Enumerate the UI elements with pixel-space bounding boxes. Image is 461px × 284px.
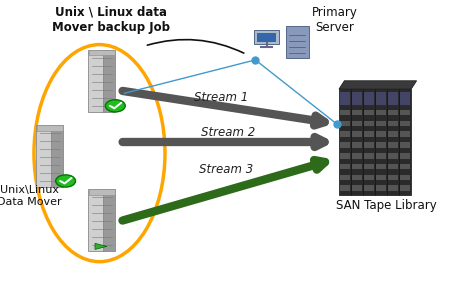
FancyBboxPatch shape [36,125,53,187]
FancyBboxPatch shape [364,153,374,159]
FancyBboxPatch shape [352,92,362,105]
FancyBboxPatch shape [400,153,410,159]
FancyBboxPatch shape [103,50,115,112]
FancyBboxPatch shape [364,131,374,137]
FancyBboxPatch shape [388,185,398,191]
FancyBboxPatch shape [89,189,115,195]
FancyBboxPatch shape [89,189,105,251]
FancyBboxPatch shape [352,175,362,180]
FancyBboxPatch shape [340,153,350,159]
FancyBboxPatch shape [340,164,350,170]
FancyBboxPatch shape [352,121,362,126]
FancyBboxPatch shape [388,164,398,170]
FancyBboxPatch shape [376,142,386,148]
Circle shape [56,175,76,187]
FancyBboxPatch shape [352,142,362,148]
FancyBboxPatch shape [340,92,350,105]
FancyBboxPatch shape [351,89,363,195]
FancyBboxPatch shape [400,185,410,191]
FancyBboxPatch shape [364,121,374,126]
FancyBboxPatch shape [388,131,398,137]
FancyBboxPatch shape [376,164,386,170]
FancyBboxPatch shape [400,121,410,126]
FancyBboxPatch shape [103,189,115,251]
Text: Primary
Server: Primary Server [312,6,357,34]
FancyBboxPatch shape [376,153,386,159]
FancyBboxPatch shape [388,121,398,126]
FancyBboxPatch shape [400,131,410,137]
FancyBboxPatch shape [364,92,374,105]
FancyBboxPatch shape [352,131,362,137]
FancyBboxPatch shape [400,164,410,170]
FancyBboxPatch shape [388,175,398,180]
Text: Stream 1: Stream 1 [195,91,248,104]
FancyBboxPatch shape [340,110,350,116]
FancyBboxPatch shape [364,110,374,116]
FancyBboxPatch shape [376,110,386,116]
FancyBboxPatch shape [51,125,63,187]
FancyBboxPatch shape [340,175,350,180]
FancyBboxPatch shape [257,33,276,42]
FancyBboxPatch shape [286,26,309,58]
Text: Unix\Linux
Data Mover: Unix\Linux Data Mover [0,185,62,207]
FancyBboxPatch shape [89,50,115,55]
FancyBboxPatch shape [400,142,410,148]
FancyBboxPatch shape [388,110,398,116]
FancyBboxPatch shape [352,153,362,159]
Polygon shape [95,243,107,249]
Circle shape [106,100,125,112]
FancyBboxPatch shape [364,185,374,191]
FancyBboxPatch shape [388,142,398,148]
FancyBboxPatch shape [254,30,279,44]
FancyBboxPatch shape [388,153,398,159]
FancyBboxPatch shape [352,164,362,170]
FancyBboxPatch shape [376,131,386,137]
Polygon shape [339,81,417,89]
FancyBboxPatch shape [364,175,374,180]
FancyBboxPatch shape [339,89,351,195]
Text: Stream 2: Stream 2 [201,126,255,139]
FancyBboxPatch shape [376,185,386,191]
FancyBboxPatch shape [363,89,375,195]
FancyBboxPatch shape [340,185,350,191]
Text: SAN Tape Library: SAN Tape Library [336,199,437,212]
FancyBboxPatch shape [340,121,350,126]
FancyBboxPatch shape [388,92,398,105]
FancyBboxPatch shape [376,92,386,105]
FancyBboxPatch shape [400,92,410,105]
Text: Stream 3: Stream 3 [199,163,253,176]
FancyBboxPatch shape [364,164,374,170]
FancyBboxPatch shape [376,175,386,180]
FancyBboxPatch shape [387,89,399,195]
FancyBboxPatch shape [340,142,350,148]
FancyBboxPatch shape [400,175,410,180]
FancyBboxPatch shape [340,131,350,137]
FancyBboxPatch shape [37,125,63,131]
FancyBboxPatch shape [400,110,410,116]
Text: Unix \ Linux data
Mover backup Job: Unix \ Linux data Mover backup Job [52,6,170,34]
FancyBboxPatch shape [399,89,411,195]
FancyBboxPatch shape [89,50,105,112]
FancyBboxPatch shape [375,89,387,195]
FancyBboxPatch shape [352,110,362,116]
FancyBboxPatch shape [376,121,386,126]
FancyBboxPatch shape [364,142,374,148]
FancyBboxPatch shape [352,185,362,191]
